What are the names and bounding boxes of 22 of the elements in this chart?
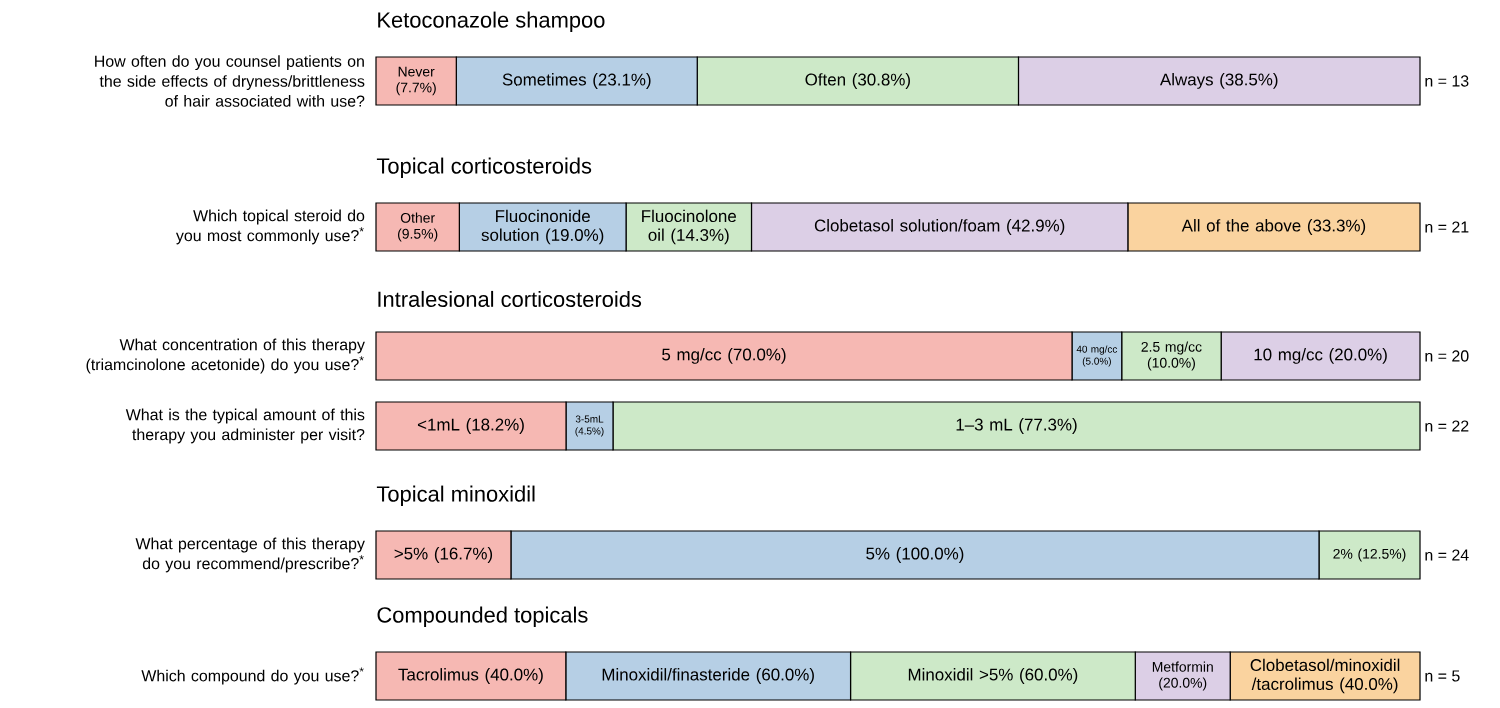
data-label: Minoxidil/finasteride (60.0%): [602, 668, 814, 684]
data-label: All of the above (33.3%): [1181, 219, 1366, 235]
data-label: Often (30.8%): [805, 73, 910, 89]
data-label: <1mL (18.2%): [417, 418, 524, 434]
data-label: Clobetasol/minoxidil /tacrolimus (40.0%): [1250, 658, 1400, 694]
data-label: Fluocinonide solution (19.0%): [481, 209, 604, 245]
chart-title: Topical minoxidil: [376, 485, 535, 506]
data-label: 5% (100.0%): [866, 547, 964, 563]
data-label: Tacrolimus (40.0%): [398, 668, 543, 684]
chart-title: Intralesional corticosteroids: [378, 290, 642, 307]
data-label: Minoxidil >5% (60.0%): [908, 668, 1078, 684]
chart-title: Compounded topicals: [377, 606, 588, 627]
data-label: Sometimes (23.1%): [502, 73, 651, 89]
data-label: 5 mg/cc (70.0%): [662, 348, 786, 364]
data-label: 1–3 mL (77.3%): [956, 418, 1077, 434]
chart-title: Ketoconazole shampoo: [378, 11, 605, 32]
data-label: Clobetasol solution/foam (42.9%): [814, 219, 1065, 235]
data-label: 10 mg/cc (20.0%): [1254, 348, 1387, 364]
data-label: Always (38.5%): [1159, 73, 1278, 89]
chart-title: Topical corticosteroids: [376, 157, 592, 178]
data-label: Fluocinolone oil (14.3%): [642, 209, 736, 245]
data-label: >5% (16.7%): [394, 547, 493, 563]
